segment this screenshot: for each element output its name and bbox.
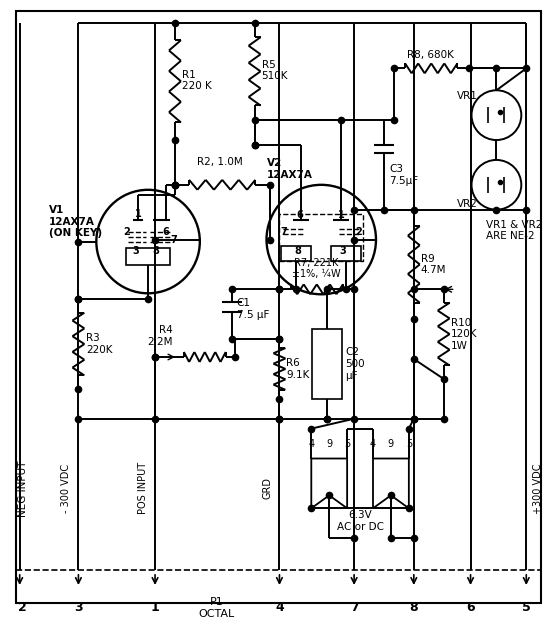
Text: 4: 4 bbox=[275, 601, 284, 615]
Text: R1
220 K: R1 220 K bbox=[182, 70, 211, 91]
Text: VR2: VR2 bbox=[456, 199, 478, 209]
Bar bbox=[331, 246, 361, 261]
Text: 7: 7 bbox=[280, 226, 287, 236]
Text: 3: 3 bbox=[340, 246, 347, 256]
Text: 5: 5 bbox=[406, 439, 412, 448]
Text: 5: 5 bbox=[344, 439, 350, 448]
Bar bbox=[280, 214, 363, 261]
Text: 6: 6 bbox=[466, 601, 475, 615]
Bar bbox=[312, 329, 342, 399]
Text: 5: 5 bbox=[522, 601, 531, 615]
Text: V1
12AX7A
(ON KEY): V1 12AX7A (ON KEY) bbox=[49, 205, 102, 238]
Text: R7, 221K
±1%, ¼W: R7, 221K ±1%, ¼W bbox=[292, 258, 340, 279]
Text: 9: 9 bbox=[388, 439, 394, 448]
Text: R3
220K: R3 220K bbox=[86, 333, 113, 355]
Text: V2
12AX7A: V2 12AX7A bbox=[267, 158, 312, 180]
Text: R6
9.1K: R6 9.1K bbox=[286, 358, 310, 380]
Text: +300 VDC: +300 VDC bbox=[533, 463, 543, 514]
Text: R8, 680K: R8, 680K bbox=[407, 50, 454, 60]
Bar bbox=[281, 246, 311, 261]
Text: 3: 3 bbox=[133, 246, 140, 256]
Text: R10
120K
1W: R10 120K 1W bbox=[451, 317, 477, 351]
Text: 3: 3 bbox=[74, 601, 83, 615]
Text: GRD: GRD bbox=[262, 477, 272, 499]
Text: 1: 1 bbox=[151, 601, 160, 615]
Text: 7: 7 bbox=[350, 601, 358, 615]
Text: 2: 2 bbox=[355, 226, 363, 236]
Text: R9
4.7M: R9 4.7M bbox=[421, 254, 446, 276]
Text: 4: 4 bbox=[370, 439, 376, 448]
Text: 2: 2 bbox=[18, 601, 27, 615]
Text: 9: 9 bbox=[326, 439, 332, 448]
Text: C3
7.5μF: C3 7.5μF bbox=[389, 164, 418, 185]
Text: P1
OCTAL: P1 OCTAL bbox=[199, 597, 235, 619]
Text: 4: 4 bbox=[308, 439, 314, 448]
Text: VR1: VR1 bbox=[456, 91, 478, 101]
Text: 1: 1 bbox=[338, 210, 344, 220]
Text: R5
510K: R5 510K bbox=[262, 60, 288, 81]
Text: 2: 2 bbox=[123, 226, 129, 236]
Text: 1: 1 bbox=[134, 208, 142, 219]
Text: POS INPUT: POS INPUT bbox=[138, 462, 148, 514]
Text: R4
2.2M: R4 2.2M bbox=[147, 325, 173, 347]
Text: 8: 8 bbox=[294, 246, 301, 256]
Text: 8: 8 bbox=[410, 601, 418, 615]
Text: 6: 6 bbox=[296, 210, 303, 220]
Text: 8: 8 bbox=[152, 246, 160, 256]
Text: VR1 & VR2
ARE NE-2: VR1 & VR2 ARE NE-2 bbox=[487, 220, 543, 241]
Text: NEG INPUT: NEG INPUT bbox=[18, 460, 28, 516]
Bar bbox=[126, 248, 170, 266]
Text: C2
500
μF: C2 500 μF bbox=[345, 347, 365, 381]
Text: 7: 7 bbox=[171, 234, 177, 244]
Text: R2, 1.0M: R2, 1.0M bbox=[197, 157, 243, 167]
Text: 6.3V
AC or DC: 6.3V AC or DC bbox=[336, 510, 383, 532]
Text: C1
7.5 μF: C1 7.5 μF bbox=[237, 299, 269, 320]
Text: - 300 VDC: - 300 VDC bbox=[61, 464, 71, 513]
Text: 6: 6 bbox=[162, 226, 170, 236]
